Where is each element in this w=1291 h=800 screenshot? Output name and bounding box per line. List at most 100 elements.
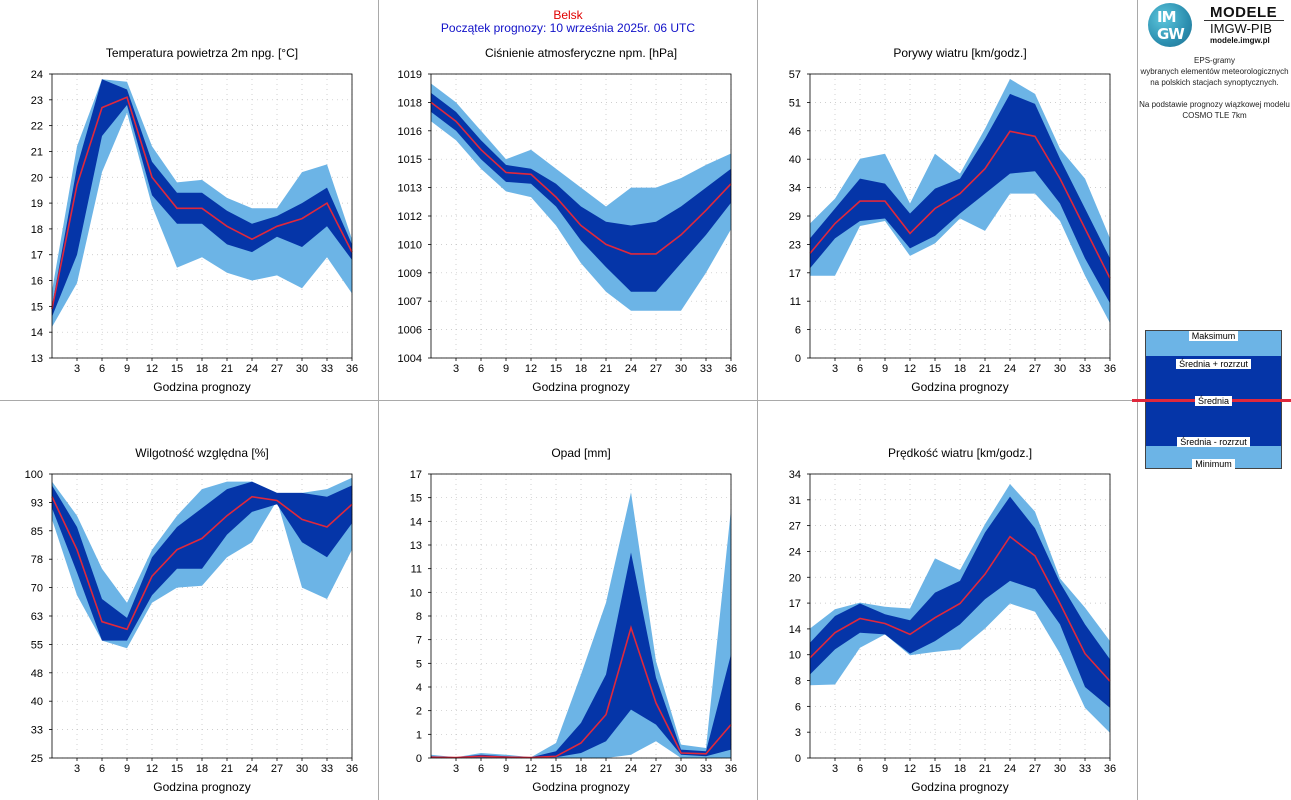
ytick-label-19: 19 [31,198,43,210]
xtick-label-6: 6 [99,363,105,375]
xtick-label-15: 15 [550,363,562,375]
ytick-label-8: 8 [416,611,422,623]
desc-line4: Na podstawie prognozy wiązkowej modelu [1139,100,1290,109]
ytick-label-46: 46 [789,126,801,138]
ytick-label-70: 70 [31,583,43,595]
xtick-label-27: 27 [1029,363,1041,375]
ytick-label-24: 24 [789,546,801,558]
xtick-label-27: 27 [650,363,662,375]
ytick-label-3: 3 [795,727,801,739]
ytick-label-0: 0 [416,753,422,765]
legend-max: Maksimum [1146,331,1281,341]
xtick-label-30: 30 [1054,363,1066,375]
xtick-label-33: 33 [1079,363,1091,375]
ytick-label-13: 13 [31,353,43,365]
band-spread [52,79,352,317]
xtick-label-18: 18 [196,763,208,775]
xtick-label-30: 30 [296,763,308,775]
ytick-label-1006: 1006 [398,325,422,337]
xtick-label-18: 18 [575,363,587,375]
xtick-label-33: 33 [700,363,712,375]
ytick-label-6: 6 [795,325,801,337]
xtick-label-18: 18 [196,363,208,375]
ytick-label-17: 17 [410,469,422,481]
ytick-label-10: 10 [789,650,801,662]
ytick-label-1004: 1004 [398,353,422,365]
legend-mean-plus: Średnia + rozrzut [1146,359,1281,369]
ytick-label-17: 17 [789,598,801,610]
band-spread [52,481,352,641]
chart-title: Wilgotność względna [%] [135,446,268,460]
xtick-label-30: 30 [675,363,687,375]
mean-line [51,96,353,310]
ytick-label-1007: 1007 [398,296,422,308]
ytick-label-29: 29 [789,211,801,223]
ytick-label-93: 93 [31,497,43,509]
xtick-label-27: 27 [650,763,662,775]
chart-3: 3 6 9 12 15 18 21 24 27 30 33 360611172329344046515… [789,46,1116,394]
mean-line [809,535,1111,682]
xtick-label-3: 3 [74,763,80,775]
xtick-label-30: 30 [296,363,308,375]
ytick-label-17: 17 [31,250,43,262]
ytick-label-11: 11 [790,296,801,308]
xtick-label-3: 3 [453,763,459,775]
ytick-label-34: 34 [789,469,801,481]
ytick-label-0: 0 [795,753,801,765]
xtick-label-21: 21 [221,363,233,375]
ytick-label-23: 23 [31,95,43,107]
xtick-label-33: 33 [321,363,333,375]
mean-line [809,130,1111,279]
legend-mean-minus: Średnia - rozrzut [1146,437,1281,447]
station-name: Belsk [553,8,583,22]
xtick-label-12: 12 [146,363,158,375]
band-min-max [431,492,731,758]
ytick-label-18: 18 [31,224,43,236]
xtick-label-12: 12 [525,363,537,375]
ytick-label-8: 8 [795,676,801,688]
xtick-label-15: 15 [171,363,183,375]
forecast-start: Początek prognozy: 10 września 2025r. 06… [440,21,696,35]
xtick-label-24: 24 [625,763,637,775]
ytick-label-20: 20 [789,572,801,584]
ytick-label-23: 23 [789,239,801,251]
desc-line2: wybranych elementów meteorologicznych [1140,67,1289,76]
xtick-label-24: 24 [246,763,258,775]
ytick-label-1016: 1016 [398,126,422,138]
x-axis-label: Godzina prognozy [153,780,250,794]
xtick-label-9: 9 [503,363,509,375]
xtick-label-9: 9 [882,363,888,375]
logo-title: MODELE [1210,4,1278,21]
imgw-logo-icon: IM GW [1148,3,1192,47]
ytick-label-34: 34 [789,183,801,195]
xtick-label-21: 21 [600,363,612,375]
chart-title: Opad [mm] [551,446,610,460]
eps-charts-area: Belsk Początek prognozy: 10 września 202… [0,0,1138,800]
xtick-label-15: 15 [929,363,941,375]
x-axis-label: Godzina prognozy [532,780,629,794]
xtick-label-27: 27 [271,763,283,775]
xtick-label-21: 21 [600,763,612,775]
ytick-label-40: 40 [31,696,43,708]
ytick-label-78: 78 [31,554,43,566]
xtick-label-6: 6 [99,763,105,775]
logo-url: modele.imgw.pl [1210,36,1270,45]
chart-2: 3 6 9 12 15 18 21 24 27 30 33 361004100610071009101… [398,46,738,394]
xtick-label-24: 24 [1004,363,1016,375]
xtick-label-3: 3 [832,763,838,775]
band-min-max [431,83,731,311]
ytick-label-7: 7 [416,635,422,647]
xtick-label-21: 21 [979,363,991,375]
xtick-label-15: 15 [171,763,183,775]
xtick-label-9: 9 [124,763,130,775]
chart-4: 3 6 9 12 15 18 21 24 27 30 33 362533404855637078859… [25,446,358,794]
x-axis-label: Godzina prognozy [153,380,250,394]
ytick-label-14: 14 [410,516,422,528]
xtick-label-36: 36 [346,363,358,375]
xtick-label-3: 3 [832,363,838,375]
chart-title: Porywy wiatru [km/godz.] [893,46,1026,60]
xtick-label-18: 18 [954,363,966,375]
xtick-label-3: 3 [453,363,459,375]
ytick-label-55: 55 [31,639,43,651]
xtick-label-9: 9 [503,763,509,775]
